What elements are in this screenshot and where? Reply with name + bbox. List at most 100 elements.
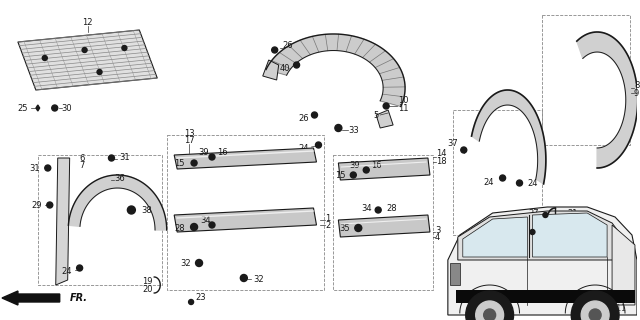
- Text: T6Z4B4211: T6Z4B4211: [583, 304, 627, 313]
- Text: 23: 23: [515, 230, 525, 239]
- Circle shape: [466, 291, 513, 320]
- Text: 36: 36: [115, 173, 125, 182]
- Text: FR.: FR.: [70, 293, 88, 303]
- Circle shape: [42, 55, 47, 60]
- Text: 33: 33: [348, 125, 359, 134]
- Text: 39: 39: [349, 161, 360, 170]
- Bar: [167, 135, 324, 290]
- Text: 7: 7: [79, 161, 85, 170]
- Bar: [450, 263, 460, 285]
- FancyArrow shape: [2, 291, 60, 305]
- Polygon shape: [463, 217, 527, 257]
- Polygon shape: [56, 158, 70, 285]
- Text: 1: 1: [326, 213, 331, 222]
- Text: 28: 28: [386, 204, 397, 212]
- Text: 23: 23: [195, 293, 205, 302]
- Text: 2: 2: [326, 220, 331, 229]
- Circle shape: [97, 69, 102, 75]
- Polygon shape: [263, 60, 278, 80]
- Circle shape: [500, 175, 506, 181]
- Circle shape: [82, 47, 87, 52]
- Text: 21: 21: [567, 209, 578, 218]
- Text: 6: 6: [79, 154, 85, 163]
- Bar: [38, 155, 162, 285]
- Text: 13: 13: [184, 129, 195, 138]
- Circle shape: [45, 165, 51, 171]
- Text: 26: 26: [283, 41, 293, 50]
- Text: 5: 5: [373, 110, 378, 119]
- Circle shape: [461, 147, 467, 153]
- Text: 20: 20: [142, 285, 152, 294]
- Polygon shape: [532, 213, 607, 257]
- Text: 16: 16: [217, 148, 228, 156]
- Text: 25: 25: [17, 103, 28, 113]
- Text: 30: 30: [61, 103, 72, 113]
- Circle shape: [196, 260, 202, 267]
- Circle shape: [484, 309, 495, 320]
- Text: 29: 29: [31, 201, 42, 210]
- Polygon shape: [68, 175, 166, 230]
- Text: 24: 24: [483, 178, 493, 187]
- Circle shape: [335, 124, 342, 132]
- Text: 16: 16: [371, 161, 382, 170]
- Text: 9: 9: [634, 89, 639, 98]
- Circle shape: [189, 300, 193, 305]
- Text: 24: 24: [298, 143, 308, 153]
- Text: 24: 24: [61, 268, 72, 276]
- Text: 15: 15: [335, 171, 346, 180]
- Polygon shape: [456, 290, 635, 303]
- Text: 26: 26: [298, 114, 308, 123]
- Polygon shape: [266, 34, 405, 107]
- Text: 12: 12: [83, 18, 93, 27]
- Circle shape: [516, 180, 522, 186]
- Text: 35: 35: [340, 223, 350, 233]
- Polygon shape: [472, 90, 546, 184]
- Text: 37: 37: [447, 139, 458, 148]
- Circle shape: [127, 206, 135, 214]
- Polygon shape: [36, 105, 40, 111]
- Polygon shape: [612, 225, 635, 305]
- Circle shape: [530, 229, 535, 235]
- Text: 34: 34: [362, 204, 372, 212]
- Polygon shape: [174, 148, 317, 169]
- Circle shape: [272, 47, 278, 53]
- Text: 19: 19: [142, 277, 152, 286]
- Polygon shape: [339, 215, 430, 237]
- Text: 40: 40: [280, 63, 291, 73]
- Circle shape: [191, 160, 197, 166]
- Circle shape: [350, 172, 356, 178]
- Circle shape: [581, 301, 609, 320]
- Text: 31: 31: [29, 164, 40, 172]
- Text: 8: 8: [634, 81, 639, 90]
- Polygon shape: [376, 110, 393, 128]
- Text: 15: 15: [173, 158, 184, 167]
- Text: 3: 3: [435, 226, 440, 235]
- Text: 18: 18: [436, 156, 447, 165]
- Circle shape: [241, 275, 247, 282]
- Text: 14: 14: [436, 148, 447, 157]
- Circle shape: [312, 112, 317, 118]
- Text: 38: 38: [141, 205, 152, 214]
- Text: 10: 10: [398, 95, 408, 105]
- Circle shape: [77, 265, 83, 271]
- Circle shape: [383, 103, 389, 109]
- Bar: [453, 110, 543, 235]
- Circle shape: [572, 291, 619, 320]
- Text: 31: 31: [120, 153, 130, 162]
- Polygon shape: [174, 208, 317, 232]
- Text: 39: 39: [198, 148, 209, 156]
- Text: 34: 34: [201, 215, 211, 225]
- Circle shape: [47, 202, 52, 208]
- Bar: [543, 15, 630, 145]
- Text: 32: 32: [254, 276, 264, 284]
- Circle shape: [209, 222, 215, 228]
- Circle shape: [543, 212, 548, 218]
- Circle shape: [191, 223, 198, 230]
- Polygon shape: [339, 158, 430, 180]
- Circle shape: [375, 207, 381, 213]
- Circle shape: [209, 154, 215, 160]
- Text: 4: 4: [435, 233, 440, 242]
- Polygon shape: [18, 30, 157, 90]
- Text: 28: 28: [175, 223, 185, 233]
- Bar: [333, 155, 433, 290]
